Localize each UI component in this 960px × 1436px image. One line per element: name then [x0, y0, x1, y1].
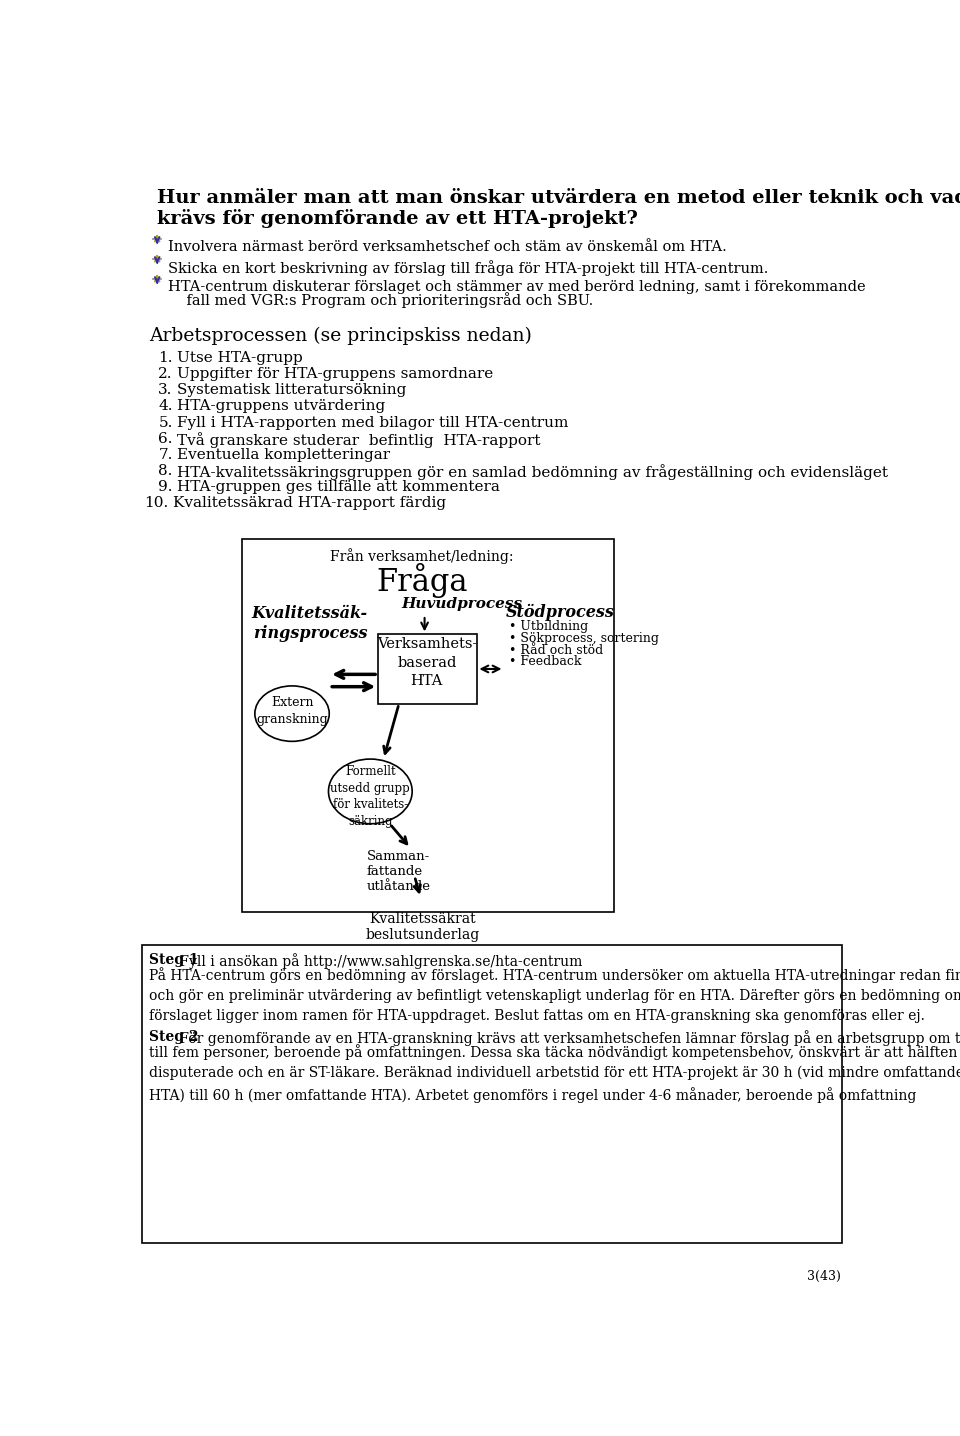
Text: fall med VGR:s Program och prioriteringsråd och SBU.: fall med VGR:s Program och prioriterings… — [168, 292, 593, 307]
Text: till fem personer, beroende på omfattningen. Dessa ska täcka nödvändigt kompeten: till fem personer, beroende på omfattnin… — [150, 1044, 960, 1103]
Text: 8.: 8. — [158, 464, 173, 478]
Text: Arbetsprocessen (se principskiss nedan): Arbetsprocessen (se principskiss nedan) — [150, 326, 533, 345]
Text: Kvalitetssäk-
ringsprocess: Kvalitetssäk- ringsprocess — [252, 605, 368, 642]
Text: Steg 1: Steg 1 — [150, 954, 199, 966]
Text: Samman-
fattande
utlåtande: Samman- fattande utlåtande — [367, 850, 430, 893]
Text: krävs för genomförande av ett HTA-projekt?: krävs för genomförande av ett HTA-projek… — [157, 210, 638, 228]
Text: Från verksamhet/ledning:: Från verksamhet/ledning: — [330, 549, 514, 564]
Text: Fyll i ansökan på http://www.sahlgrenska.se/hta-centrum: Fyll i ansökan på http://www.sahlgrenska… — [175, 954, 583, 969]
Text: Formellt
utsedd grupp
för kvalitets-
säkring: Formellt utsedd grupp för kvalitets- säk… — [330, 765, 410, 827]
Text: Uppgifter för HTA-gruppens samordnare: Uppgifter för HTA-gruppens samordnare — [178, 368, 493, 381]
Text: 1.: 1. — [158, 350, 173, 365]
Text: Huvudprocess: Huvudprocess — [401, 597, 522, 612]
Text: Eventuella kompletteringar: Eventuella kompletteringar — [178, 448, 391, 462]
Text: Stödprocess: Stödprocess — [506, 603, 614, 620]
Text: Två granskare studerar  befintlig  HTA-rapport: Två granskare studerar befintlig HTA-rap… — [178, 432, 540, 448]
Ellipse shape — [328, 760, 412, 824]
Text: HTA-gruppens utvärdering: HTA-gruppens utvärdering — [178, 399, 386, 414]
Bar — [142, 945, 842, 1242]
Text: Systematisk litteratursökning: Systematisk litteratursökning — [178, 383, 407, 398]
Text: Involvera närmast berörd verksamhetschef och stäm av önskemål om HTA.: Involvera närmast berörd verksamhetschef… — [168, 240, 727, 254]
Text: HTA-gruppen ges tillfälle att kommentera: HTA-gruppen ges tillfälle att kommentera — [178, 480, 500, 494]
Bar — [378, 635, 476, 704]
Text: 4.: 4. — [158, 399, 173, 414]
Text: 6.: 6. — [158, 432, 173, 445]
Text: Hur anmäler man att man önskar utvärdera en metod eller teknik och vad: Hur anmäler man att man önskar utvärdera… — [157, 190, 960, 207]
Text: 3.: 3. — [158, 383, 173, 398]
Text: 7.: 7. — [158, 448, 173, 462]
Bar — [243, 538, 614, 912]
Text: Fyll i HTA-rapporten med bilagor till HTA-centrum: Fyll i HTA-rapporten med bilagor till HT… — [178, 415, 568, 429]
Text: • Utbildning: • Utbildning — [509, 620, 588, 633]
Ellipse shape — [254, 686, 329, 741]
Text: Verksamhets-
baserad
HTA: Verksamhets- baserad HTA — [376, 638, 477, 688]
Text: Fråga: Fråga — [376, 563, 468, 599]
Text: Steg 2: Steg 2 — [150, 1030, 199, 1044]
Text: HTA-centrum diskuterar förslaget och stämmer av med berörd ledning, samt i förek: HTA-centrum diskuterar förslaget och stä… — [168, 280, 866, 294]
Text: 10.: 10. — [144, 497, 168, 510]
Text: Kvalitetssäkrad HTA-rapport färdig: Kvalitetssäkrad HTA-rapport färdig — [173, 497, 445, 510]
Text: Skicka en kort beskrivning av förslag till fråga för HTA-projekt till HTA-centru: Skicka en kort beskrivning av förslag ti… — [168, 260, 768, 276]
Text: • Råd och stöd: • Råd och stöd — [509, 643, 603, 656]
Text: 5.: 5. — [158, 415, 173, 429]
Text: • Feedback: • Feedback — [509, 655, 582, 668]
Text: Utse HTA-grupp: Utse HTA-grupp — [178, 350, 303, 365]
Text: Kvalitetssäkrat
beslutsunderlag: Kvalitetssäkrat beslutsunderlag — [365, 912, 479, 942]
Text: • Sökprocess, sortering: • Sökprocess, sortering — [509, 632, 660, 645]
Text: 2.: 2. — [158, 368, 173, 381]
Text: För genomförande av en HTA-granskning krävs att verksamhetschefen lämnar förslag: För genomförande av en HTA-granskning kr… — [175, 1030, 960, 1045]
Text: På HTA-centrum görs en bedömning av förslaget. HTA-centrum undersöker om aktuell: På HTA-centrum görs en bedömning av förs… — [150, 966, 960, 1022]
Text: 3(43): 3(43) — [806, 1269, 841, 1282]
Text: HTA-kvalitetssäkringsgruppen gör en samlad bedömning av frågeställning och evide: HTA-kvalitetssäkringsgruppen gör en saml… — [178, 464, 888, 480]
Text: Extern
granskning: Extern granskning — [256, 696, 328, 727]
Text: 9.: 9. — [158, 480, 173, 494]
